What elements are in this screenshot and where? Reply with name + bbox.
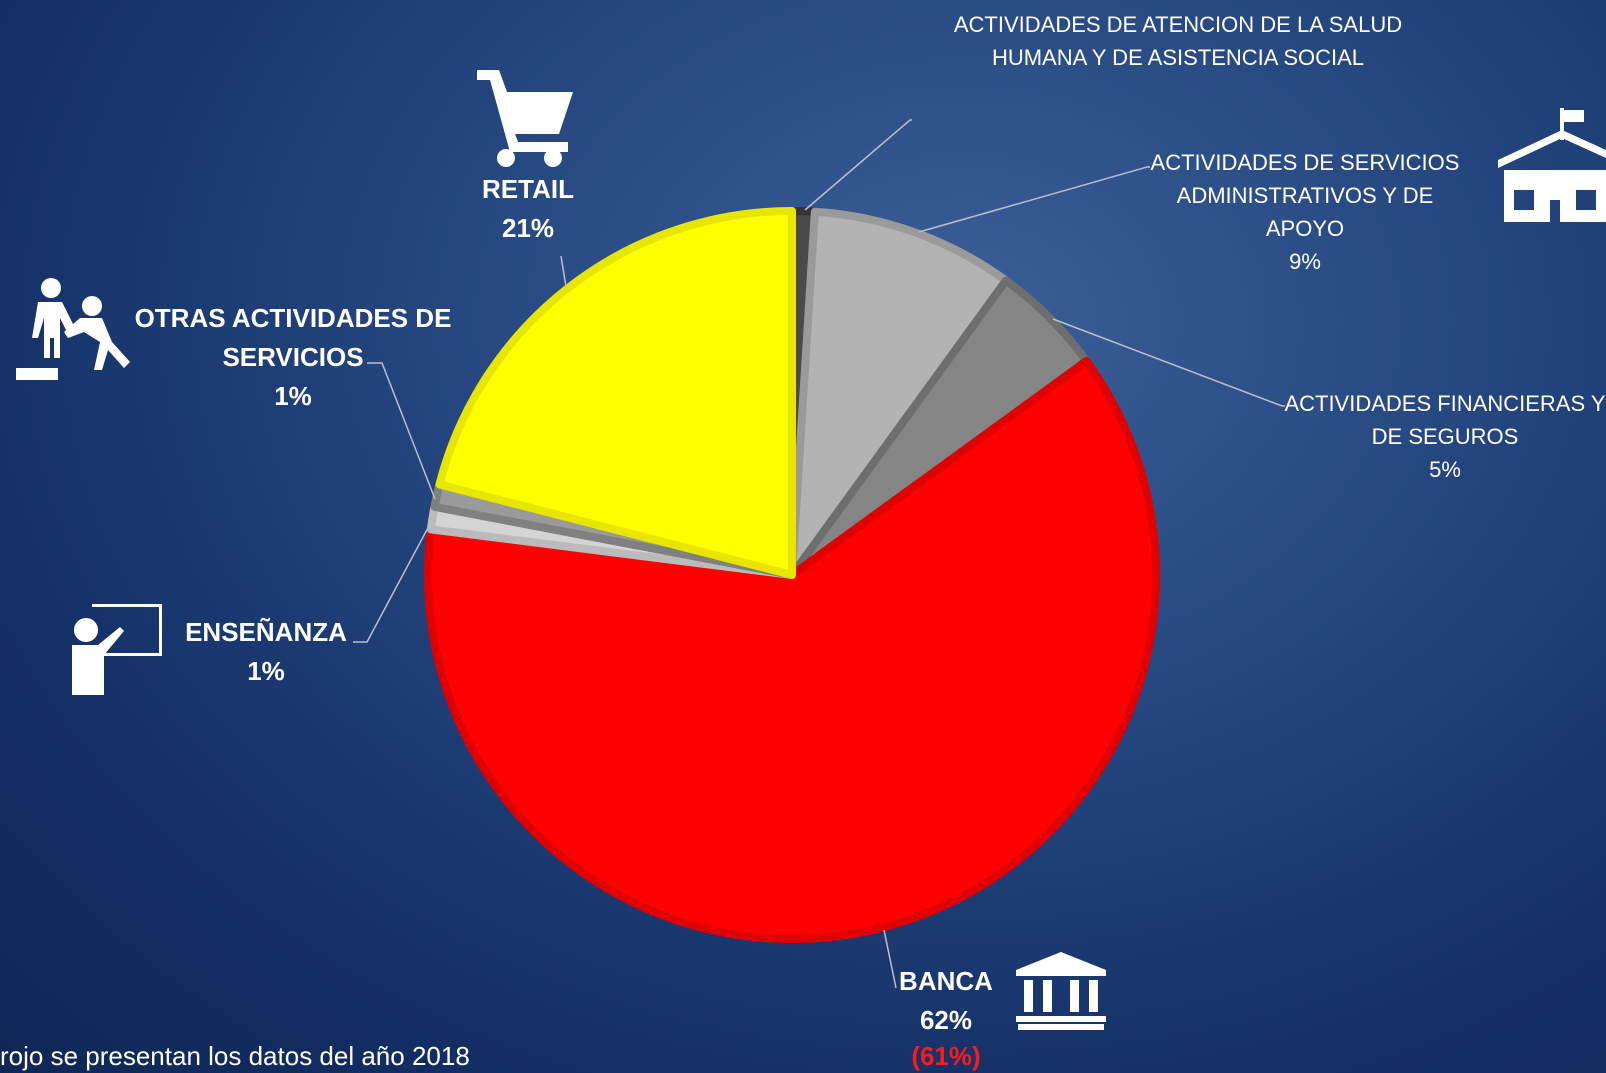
bank-icon — [1016, 952, 1106, 1030]
annotation: (61%) — [911, 1041, 981, 1071]
category-label: ENSEÑANZA — [185, 617, 347, 647]
school-icon — [1498, 108, 1606, 222]
value-label: 62% — [919, 1005, 973, 1035]
cart-icon — [477, 70, 573, 167]
slice-label: OTRAS ACTIVIDADES DE SERVICIOS 1% — [128, 299, 458, 416]
slice-label: ACTIVIDADES DE SERVICIOS ADMINISTRATIVOS… — [1150, 146, 1460, 278]
pie-slice — [435, 207, 796, 579]
icons — [16, 70, 1606, 1030]
slice-label: ACTIVIDADES FINANCIERAS Y DE SEGUROS 5% — [1280, 387, 1606, 486]
slice-label: RETAIL 21% — [458, 170, 598, 248]
category-label: BANCA — [899, 966, 993, 996]
value-label: 21% — [501, 213, 555, 243]
footnote: rojo se presentan los datos del año 2018 — [0, 1041, 470, 1071]
value-label: 5% — [1429, 457, 1461, 482]
category-label: ACTIVIDADES FINANCIERAS Y DE SEGUROS — [1284, 391, 1606, 449]
slice-label: ACTIVIDADES DE ATENCION DE LA SALUD HUMA… — [948, 8, 1408, 74]
slice-label: BANCA 62% (61%) — [886, 962, 1006, 1072]
slice-label: ENSEÑANZA 1% — [176, 613, 356, 691]
value-label: 1% — [274, 381, 312, 411]
pie — [424, 207, 1160, 943]
leader-lines — [353, 119, 1285, 989]
pie-slice — [788, 207, 1010, 579]
value-label: 9% — [1289, 249, 1321, 274]
category-label: OTRAS ACTIVIDADES DE SERVICIOS — [134, 303, 452, 372]
category-label: ACTIVIDADES DE SERVICIOS ADMINISTRATIVOS… — [1150, 150, 1460, 241]
teacher-icon — [72, 604, 162, 695]
category-label: RETAIL — [482, 174, 574, 204]
category-label: ACTIVIDADES DE ATENCION DE LA SALUD HUMA… — [953, 12, 1403, 70]
value-label: 1% — [247, 656, 285, 686]
pie-slice — [424, 357, 1160, 943]
helping-people-icon — [16, 278, 130, 380]
